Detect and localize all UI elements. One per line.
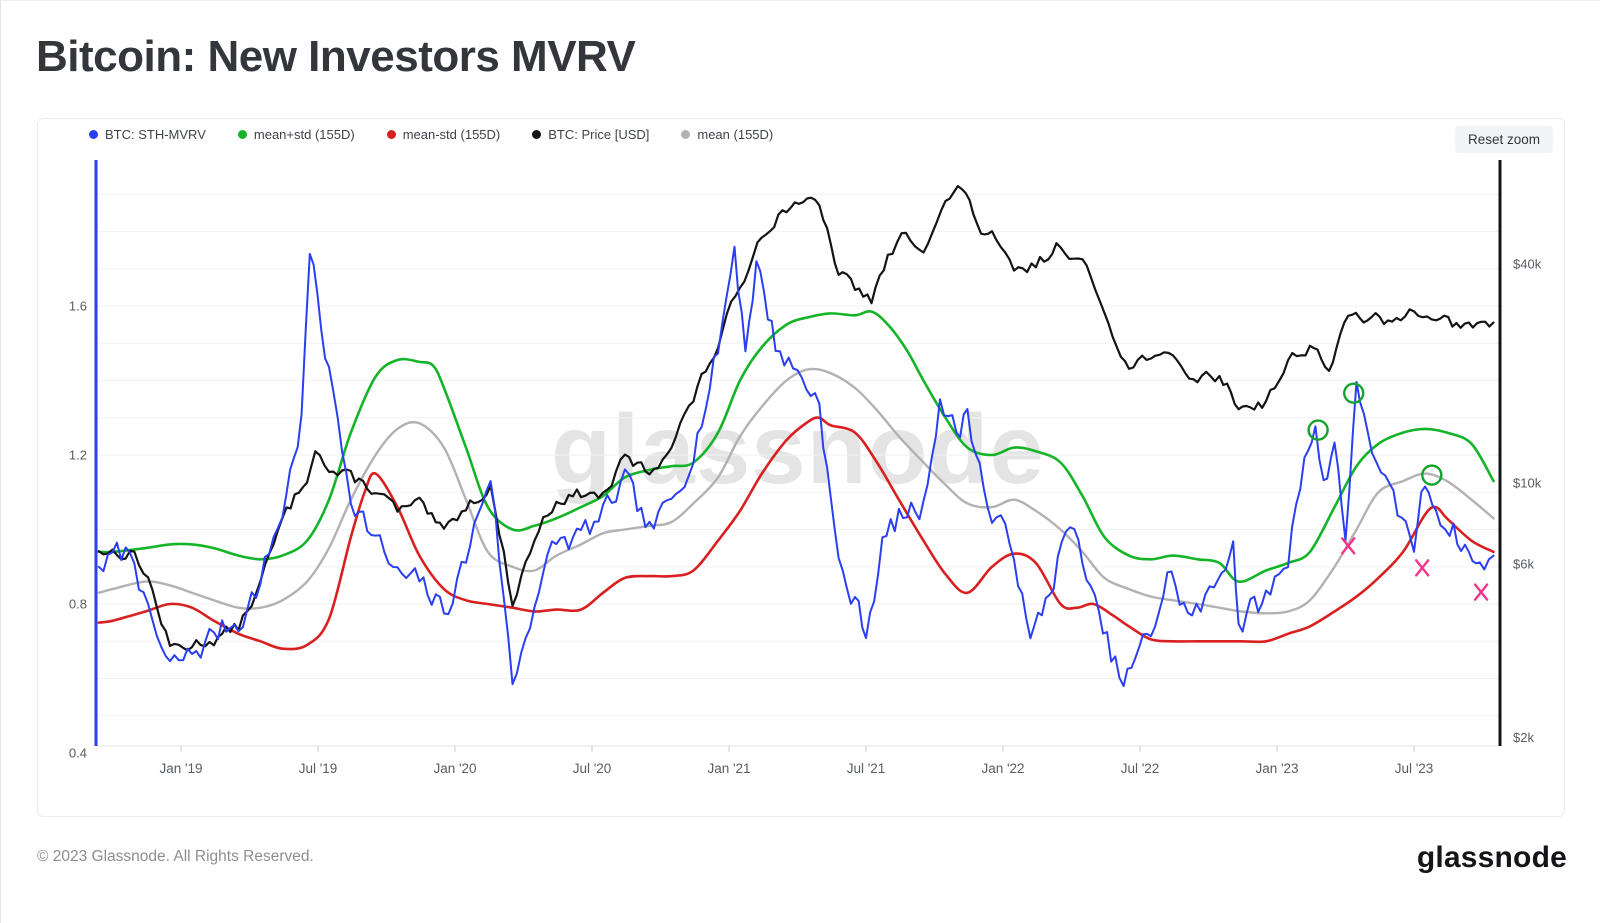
legend-dot-icon bbox=[681, 130, 691, 139]
legend-label: BTC: STH-MVRV bbox=[105, 127, 206, 142]
legend-label: mean-std (155D) bbox=[402, 127, 501, 142]
legend-label: mean (155D) bbox=[697, 127, 774, 142]
legend-dot-icon bbox=[532, 130, 542, 139]
legend-label: BTC: Price [USD] bbox=[548, 127, 650, 142]
legend-item-btc-price-usd-[interactable]: BTC: Price [USD] bbox=[532, 127, 649, 142]
legend-item-mean-std-155d-[interactable]: mean+std (155D) bbox=[237, 127, 355, 142]
legend-item-mean-155d-[interactable]: mean (155D) bbox=[681, 127, 773, 142]
legend-dot-icon bbox=[237, 130, 247, 139]
page-title: Bitcoin: New Investors MVRV bbox=[36, 32, 636, 81]
glassnode-logo: glassnode bbox=[1416, 841, 1567, 874]
reset-zoom-button[interactable]: Reset zoom bbox=[1454, 126, 1553, 153]
legend-label: mean+std (155D) bbox=[253, 127, 355, 142]
glassnode-watermark: glassnode bbox=[551, 394, 1045, 504]
legend-item-mean-std-155d-[interactable]: mean-std (155D) bbox=[386, 127, 501, 142]
legend-dot-icon bbox=[386, 130, 396, 139]
chart-legend: BTC: STH-MVRV mean+std (155D) mean-std (15… bbox=[89, 127, 773, 142]
footer-copyright: © 2023 Glassnode. All Rights Reserved. bbox=[37, 848, 314, 865]
legend-item-btc-sth-mvrv[interactable]: BTC: STH-MVRV bbox=[89, 127, 206, 142]
legend-dot-icon bbox=[89, 130, 98, 139]
